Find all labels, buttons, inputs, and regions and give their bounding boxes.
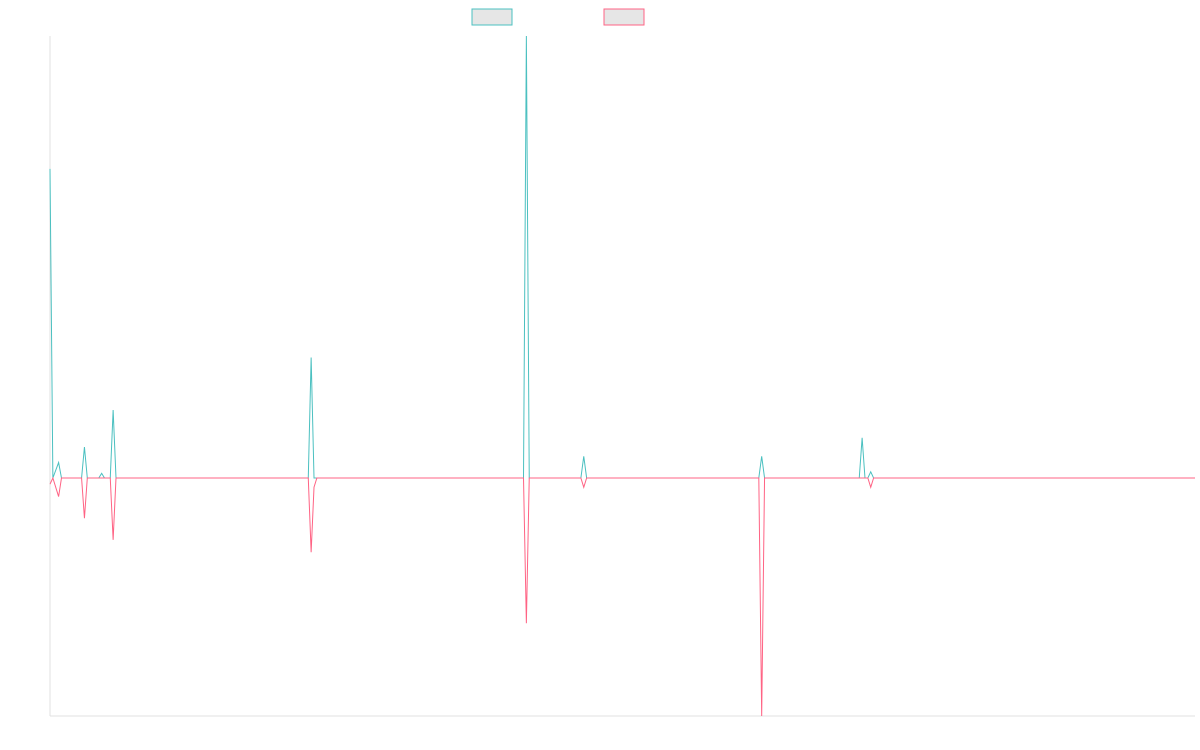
series-line-1 xyxy=(49,35,1195,479)
legend-swatch-2[interactable] xyxy=(603,8,645,26)
plot-area xyxy=(49,35,1195,717)
legend-swatch-1[interactable] xyxy=(471,8,513,26)
series-line-2 xyxy=(49,476,1195,717)
legend xyxy=(471,8,645,26)
